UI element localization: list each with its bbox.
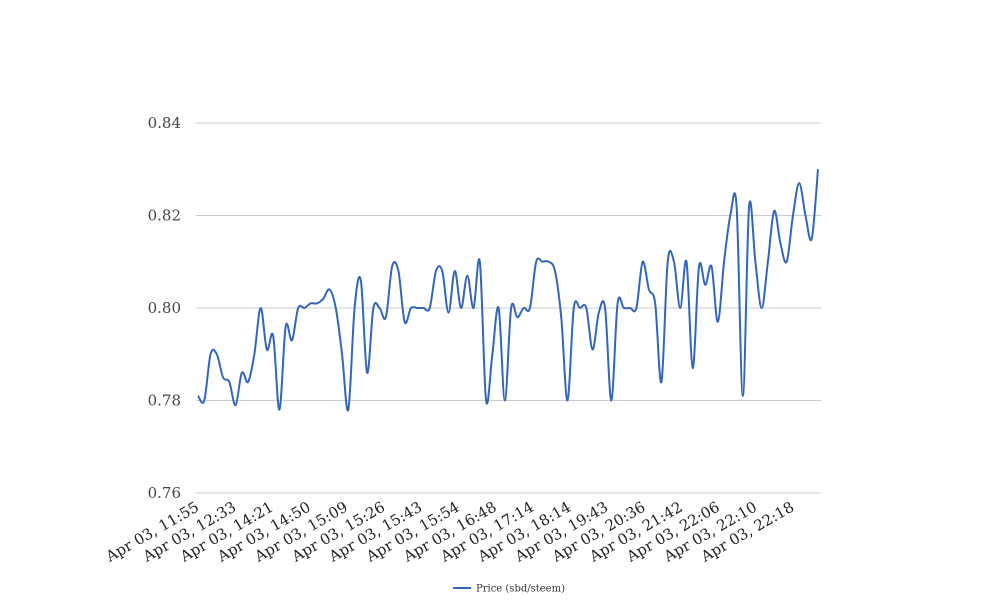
legend-label: Price (sbd/steem) xyxy=(476,584,565,595)
y-tick-label: 0.80 xyxy=(148,299,181,317)
y-tick-label: 0.84 xyxy=(148,114,181,132)
y-tick-label: 0.76 xyxy=(148,484,181,502)
y-tick-label: 0.82 xyxy=(148,207,181,225)
y-axis-ticks: 0.76 0.78 0.80 0.82 0.84 xyxy=(148,114,181,502)
legend: Price (sbd/steem) xyxy=(453,584,565,595)
series-layer xyxy=(197,169,819,412)
series-line xyxy=(197,169,819,412)
gridlines xyxy=(196,122,821,494)
y-tick-label: 0.78 xyxy=(148,392,181,410)
